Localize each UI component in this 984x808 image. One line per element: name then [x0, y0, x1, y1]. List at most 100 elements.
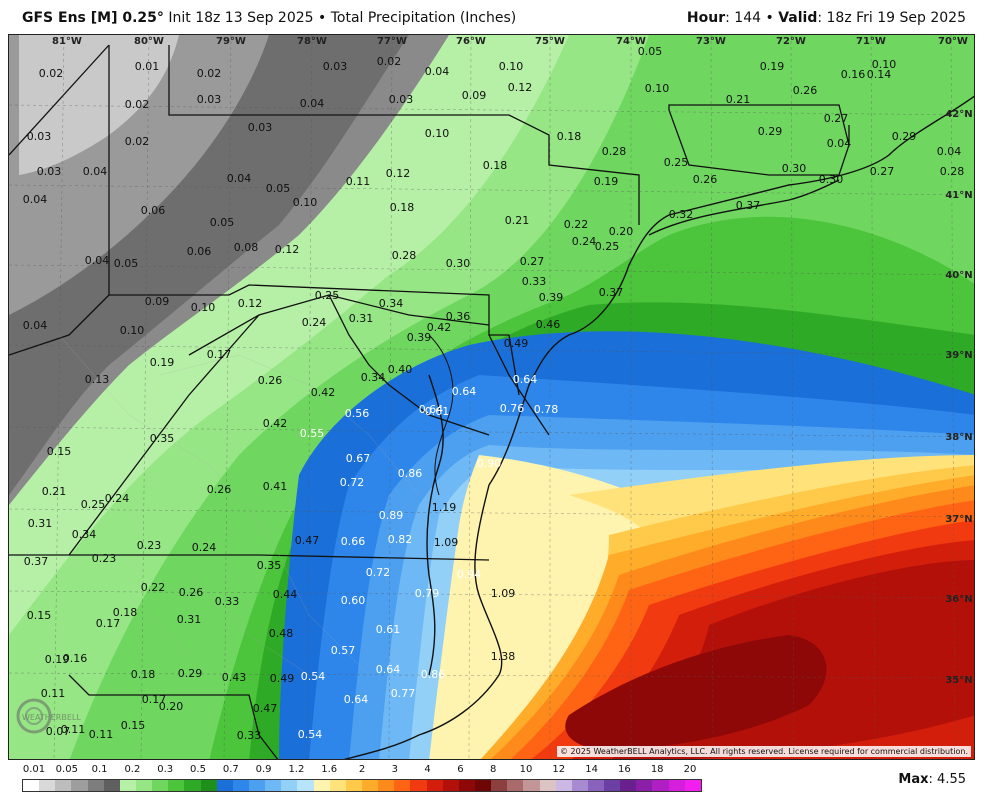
chesapeake-bay [428, 334, 454, 496]
precip-value: 0.15 [47, 445, 72, 458]
precip-value: 0.55 [300, 427, 325, 440]
precip-value: 0.79 [415, 587, 440, 600]
legend-tick-label: 0.5 [190, 764, 206, 775]
precip-value: 0.40 [388, 363, 413, 376]
precip-value: 0.11 [89, 728, 114, 741]
precip-value: 0.33 [215, 595, 240, 608]
precip-value: 0.04 [227, 172, 252, 185]
latitude-label: 35°N [945, 675, 972, 686]
precip-value: 0.10 [120, 324, 145, 337]
legend-swatch [668, 780, 685, 791]
precip-value: 0.72 [340, 476, 365, 489]
legend-tick-label: 3 [391, 764, 398, 775]
precip-value: 0.29 [758, 125, 783, 138]
model-name: GFS Ens [M] 0.25 [22, 10, 157, 26]
legend-swatch [507, 780, 524, 791]
precip-value: 0.05 [638, 45, 663, 58]
precip-value: 0.26 [258, 374, 283, 387]
precip-value: 0.89 [379, 509, 404, 522]
precip-value: 0.67 [346, 452, 371, 465]
legend-tick-label: 0.2 [124, 764, 141, 775]
legend-swatch [652, 780, 669, 791]
dry-zone-light [19, 35, 179, 175]
precip-value: 0.39 [539, 291, 564, 304]
precip-value: 0.07 [46, 725, 71, 738]
precip-value: 0.35 [257, 559, 282, 572]
precip-value: 0.09 [462, 89, 487, 102]
legend-swatch [184, 780, 201, 791]
legend-tick-label: 0.05 [55, 764, 78, 775]
legend-tick-label: 10 [519, 764, 533, 775]
precip-value: 0.33 [237, 729, 262, 742]
legend-swatch [394, 780, 411, 791]
precip-value: 0.27 [824, 112, 849, 125]
precip-value: 0.20 [159, 700, 184, 713]
legend-swatch [200, 780, 217, 791]
legend-swatch [103, 780, 120, 791]
precip-value: 0.47 [295, 534, 320, 547]
graticule [9, 35, 974, 759]
precip-value: 0.03 [37, 165, 62, 178]
precip-value: 0.31 [349, 312, 374, 325]
legend-swatch [636, 780, 653, 791]
precip-value: 0.21 [505, 214, 530, 227]
legend-tick-label: 0.7 [222, 764, 239, 775]
precip-value: 0.08 [234, 241, 259, 254]
precip-value: 0.32 [669, 208, 694, 221]
precip-value: 0.02 [39, 67, 64, 80]
precip-zone-19 [565, 635, 827, 750]
map-title: GFS Ens [M] 0.25° Init 18z 13 Sep 2025 •… [22, 10, 517, 26]
precip-value: 0.02 [125, 135, 150, 148]
latitude-label: 42°N [945, 109, 972, 120]
precip-value: 0.86 [398, 467, 423, 480]
longitude-label: 79°W [216, 36, 246, 47]
legend-tick-label: 6 [457, 764, 464, 775]
legend-swatch [152, 780, 169, 791]
legend-swatch [426, 780, 443, 791]
precip-value: 0.31 [28, 517, 53, 530]
legend-swatch [329, 780, 346, 791]
precip-value: 0.29 [178, 667, 203, 680]
legend-color-bar [22, 779, 702, 792]
legend-swatch [87, 780, 104, 791]
precip-value: 0.10 [293, 196, 318, 209]
legend-tick-label: 8 [490, 764, 497, 775]
precip-value: 0.11 [61, 723, 86, 736]
longitude-label: 77°W [377, 36, 407, 47]
precip-value: 0.10 [645, 82, 670, 95]
longitude-label: 78°W [297, 36, 327, 47]
svg-text:WEATHERBELL: WEATHERBELL [22, 713, 81, 722]
precip-value: 0.16 [63, 652, 88, 665]
init-time: Init 18z 13 Sep 2025 [168, 10, 314, 26]
legend-swatch [378, 780, 395, 791]
precip-value: 0.03 [248, 121, 273, 134]
legend-tick-label: 4 [424, 764, 431, 775]
precip-value: 0.78 [534, 403, 559, 416]
precip-value: 0.04 [300, 97, 325, 110]
longitude-labels: 81°W 80°W 79°W 78°W 77°W 76°W 75°W 74°W 73°W 72°W… [52, 36, 968, 47]
precip-value: 0.05 [210, 216, 235, 229]
precip-value: 0.16 [841, 68, 866, 81]
precip-value: 0.26 [207, 483, 232, 496]
precip-value: 0.18 [131, 668, 156, 681]
precip-value: 0.19 [150, 356, 175, 369]
precip-value: 0.03 [389, 93, 414, 106]
precip-value: 0.15 [121, 719, 146, 732]
legend-tick-label: 2 [358, 764, 366, 775]
precip-value: 0.42 [427, 321, 452, 334]
precip-value: 0.82 [388, 533, 413, 546]
longitude-label: 73°W [696, 36, 726, 47]
legend-swatch [458, 780, 475, 791]
precip-value: 0.34 [361, 371, 386, 384]
precip-value: 0.18 [113, 606, 138, 619]
precip-value: 0.24 [192, 541, 217, 554]
precip-value: 0.09 [145, 295, 170, 308]
legend-swatch [555, 780, 572, 791]
legend-swatch [135, 780, 153, 791]
precip-value: 0.21 [726, 93, 751, 106]
legend-swatch [523, 780, 540, 791]
precip-value: 0.02 [377, 55, 402, 68]
precip-value: 0.17 [96, 617, 121, 630]
precip-value: 0.37 [599, 286, 624, 299]
precip-value: 0.41 [263, 480, 288, 493]
